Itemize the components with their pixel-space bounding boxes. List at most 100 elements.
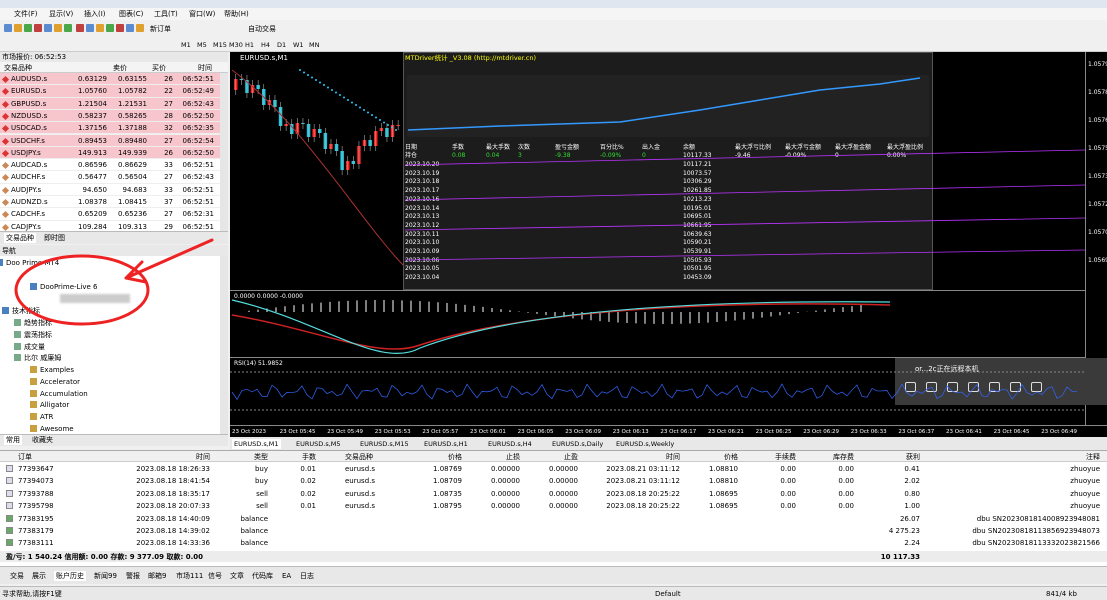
timeframe[interactable]: M15	[213, 41, 227, 49]
quote-cell: USDJPY.s	[11, 148, 41, 157]
timeframe[interactable]: D1	[277, 41, 287, 49]
tree-item[interactable]: Alligator	[40, 401, 70, 409]
timeframe[interactable]: W1	[293, 41, 304, 49]
timeframe[interactable]: M5	[197, 41, 207, 49]
toolbar-icon	[54, 24, 62, 32]
toolbar-icon	[136, 24, 144, 32]
order-cell: 1.00	[904, 502, 920, 511]
toolbar-button[interactable]: 新订单	[150, 25, 171, 33]
stat-cell: -0.09%	[600, 152, 622, 159]
terminal-tab[interactable]: 信号	[208, 572, 222, 580]
chart-tab[interactable]: EURUSD.s,M1	[232, 439, 281, 449]
time-label: 23 Oct 05:53	[374, 429, 411, 435]
terminal-tab[interactable]: 交易	[10, 572, 24, 580]
tree-item[interactable]: 趋势指标	[24, 319, 52, 327]
order-cell: 1.08695	[709, 502, 738, 511]
terminal-tab[interactable]: 新闻99	[94, 572, 117, 580]
tree-item[interactable]: 比尔 威廉姆	[24, 354, 62, 362]
tree-item[interactable]: Examples	[40, 366, 75, 374]
stat-cell: 3	[518, 152, 522, 159]
toolbar	[0, 20, 1107, 52]
tree-item[interactable]: DooPrime-Live 6	[40, 283, 98, 291]
column-header: 卖价	[113, 64, 127, 72]
order-cell: dbu SN2023081814008923948081	[976, 514, 1100, 523]
tree-item[interactable]: Doo Prime MT4	[6, 259, 60, 267]
tab[interactable]: 交易品种	[4, 233, 36, 243]
chart-tab[interactable]: EURUSD.s,Weekly	[616, 440, 675, 448]
summary: 盈/亏: 1 540.24 信用额: 0.00 存款: 9 377.09 取款:…	[6, 553, 203, 561]
quote-row	[0, 97, 220, 110]
tree-item[interactable]: 成交量	[24, 343, 45, 351]
menu-bar	[0, 8, 1107, 20]
quote-cell: AUDJPY.s	[11, 185, 42, 194]
timeframe[interactable]: H1	[245, 41, 255, 49]
menu-item[interactable]: 文件(F)	[14, 10, 38, 18]
menu-item[interactable]: 窗口(W)	[189, 10, 216, 18]
status-bar	[0, 586, 1107, 600]
toolbar-icon	[44, 24, 52, 32]
stat-date: 2023.10.04	[405, 274, 440, 282]
tree-item[interactable]: Awesome	[40, 425, 74, 433]
order-cell: 0.02	[300, 477, 316, 486]
stat-balance: 10695.01	[683, 213, 712, 221]
tree-item[interactable]: 震荡指标	[24, 331, 52, 339]
status-traffic: 841/4 kb	[1046, 590, 1077, 598]
menu-item[interactable]: 插入(I)	[84, 10, 106, 18]
quote-cell: 27	[164, 210, 173, 219]
toolbar-button[interactable]: 自动交易	[248, 25, 276, 33]
tree-icon	[30, 401, 37, 408]
terminal-tab[interactable]: 邮箱9	[148, 572, 167, 580]
terminal-tab[interactable]: 市场111	[176, 572, 204, 580]
tab[interactable]: 即时图	[44, 234, 65, 242]
price-label: 1.05780	[1088, 89, 1107, 96]
terminal-tab[interactable]: 文章	[230, 572, 244, 580]
order-cell: 2023.08.18 14:39:02	[136, 527, 210, 535]
terminal-tab[interactable]: 日志	[300, 572, 314, 580]
status-help: 寻求帮助,请按F1键	[2, 590, 62, 598]
tree-item[interactable]: 技术指标	[12, 307, 40, 315]
tab-strip	[0, 434, 228, 446]
quote-cell: 0.56504	[118, 173, 147, 182]
chart-tab[interactable]: EURUSD.s,M15	[360, 440, 409, 448]
chart-tab[interactable]: EURUSD.s,Daily	[552, 440, 604, 448]
terminal-tab[interactable]: 警报	[126, 572, 140, 580]
quote-cell: 1.05782	[118, 87, 147, 96]
terminal-tab[interactable]: EA	[282, 572, 292, 580]
chart-tab[interactable]: EURUSD.s,H4	[488, 440, 532, 448]
quote-cell: 26	[164, 148, 173, 157]
chart-tab[interactable]: EURUSD.s,H1	[424, 440, 468, 448]
tab[interactable]: 收藏夹	[32, 436, 53, 444]
stat-balance: 10501.95	[683, 265, 712, 273]
stat-date: 2023.10.18	[405, 178, 440, 186]
timeframe[interactable]: M30	[229, 41, 243, 49]
quote-cell: 109.313	[118, 222, 147, 231]
menu-item[interactable]: 工具(T)	[154, 10, 178, 18]
tree-icon	[30, 390, 37, 397]
tree-icon	[14, 319, 21, 326]
menu-item[interactable]: 图表(C)	[119, 10, 144, 18]
menu-item[interactable]: 显示(V)	[49, 10, 74, 18]
tree-item[interactable]: Accelerator	[40, 378, 80, 386]
tab[interactable]: 常用	[4, 435, 22, 445]
chart-tab[interactable]: EURUSD.s,M5	[296, 440, 341, 448]
tree-item[interactable]: ATR	[40, 413, 54, 421]
order-cell: 0.00	[838, 477, 854, 486]
quote-cell: 06:52:51	[182, 222, 214, 231]
terminal-tab[interactable]: 账户历史	[54, 571, 86, 581]
stat-balance: 10639.63	[683, 230, 712, 238]
timeframe[interactable]: MN	[309, 41, 320, 49]
column-header: 价格	[448, 453, 462, 461]
quote-cell: 1.37156	[78, 124, 107, 133]
timeframe[interactable]: M1	[181, 41, 191, 49]
terminal-tab[interactable]: 展示	[32, 572, 46, 580]
terminal-tab[interactable]: 代码库	[252, 572, 273, 580]
tree-item[interactable]: Accumulation	[40, 390, 88, 398]
quote-cell: 06:52:31	[182, 210, 214, 219]
quote-cell: 26	[164, 75, 173, 83]
quote-cell: 149.939	[118, 148, 147, 157]
menu-item[interactable]: 帮助(H)	[224, 10, 249, 18]
time-label: 23 Oct 06:49	[1041, 429, 1078, 435]
timeframe[interactable]: H4	[261, 41, 271, 49]
time-label: 23 Oct 05:45	[279, 429, 316, 435]
column-header: 时间	[196, 453, 210, 461]
